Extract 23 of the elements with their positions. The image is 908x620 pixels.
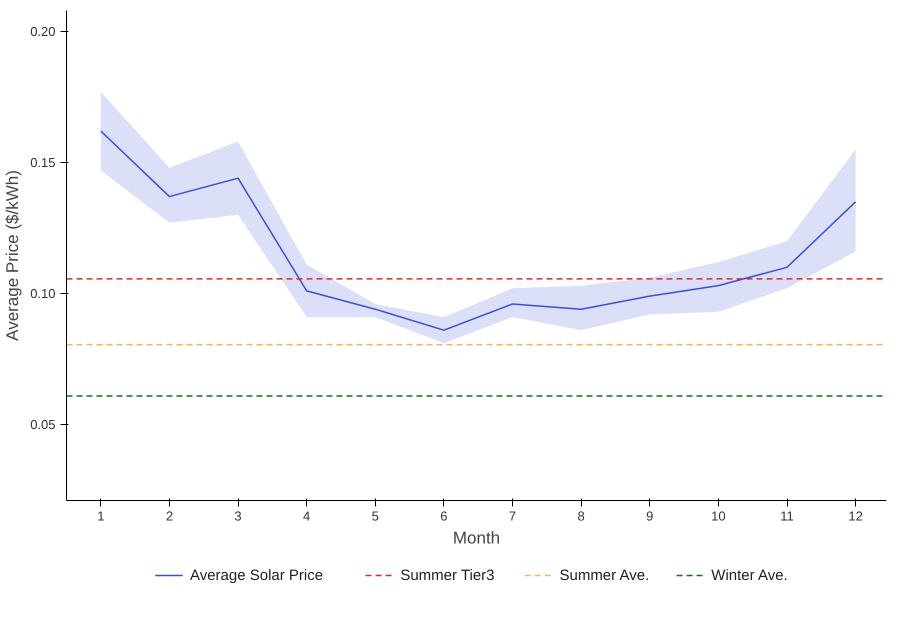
x-tick-label: 6 — [440, 508, 448, 524]
x-tick-label: 12 — [848, 508, 863, 524]
x-tick-label: 2 — [166, 508, 174, 524]
x-tick-label: 8 — [578, 508, 585, 524]
x-tick-label: 5 — [372, 508, 379, 524]
y-tick-label: 0.05 — [30, 417, 56, 432]
x-tick-label: 9 — [646, 508, 654, 524]
legend-label: Summer Tier3 — [400, 567, 495, 584]
x-axis-title: Month — [452, 528, 500, 548]
line-series — [100, 130, 856, 331]
legend-label: Average Solar Price — [190, 567, 324, 584]
legend-label: Winter Ave. — [711, 567, 788, 584]
y-tick-label: 0.20 — [30, 24, 56, 39]
y-axis-title: Average Price ($/kWh) — [3, 170, 22, 341]
x-tick-label: 1 — [97, 508, 104, 524]
x-tick-label: 4 — [303, 508, 310, 524]
x-tick-label: 7 — [508, 508, 516, 524]
x-tick-label: 3 — [234, 508, 242, 524]
y-tick-label: 0.15 — [30, 154, 56, 170]
x-tick-label: 10 — [711, 508, 726, 524]
y-tick-label: 0.10 — [30, 286, 56, 301]
legend-label: Summer Ave. — [559, 567, 650, 584]
x-tick-label: 11 — [780, 508, 794, 524]
